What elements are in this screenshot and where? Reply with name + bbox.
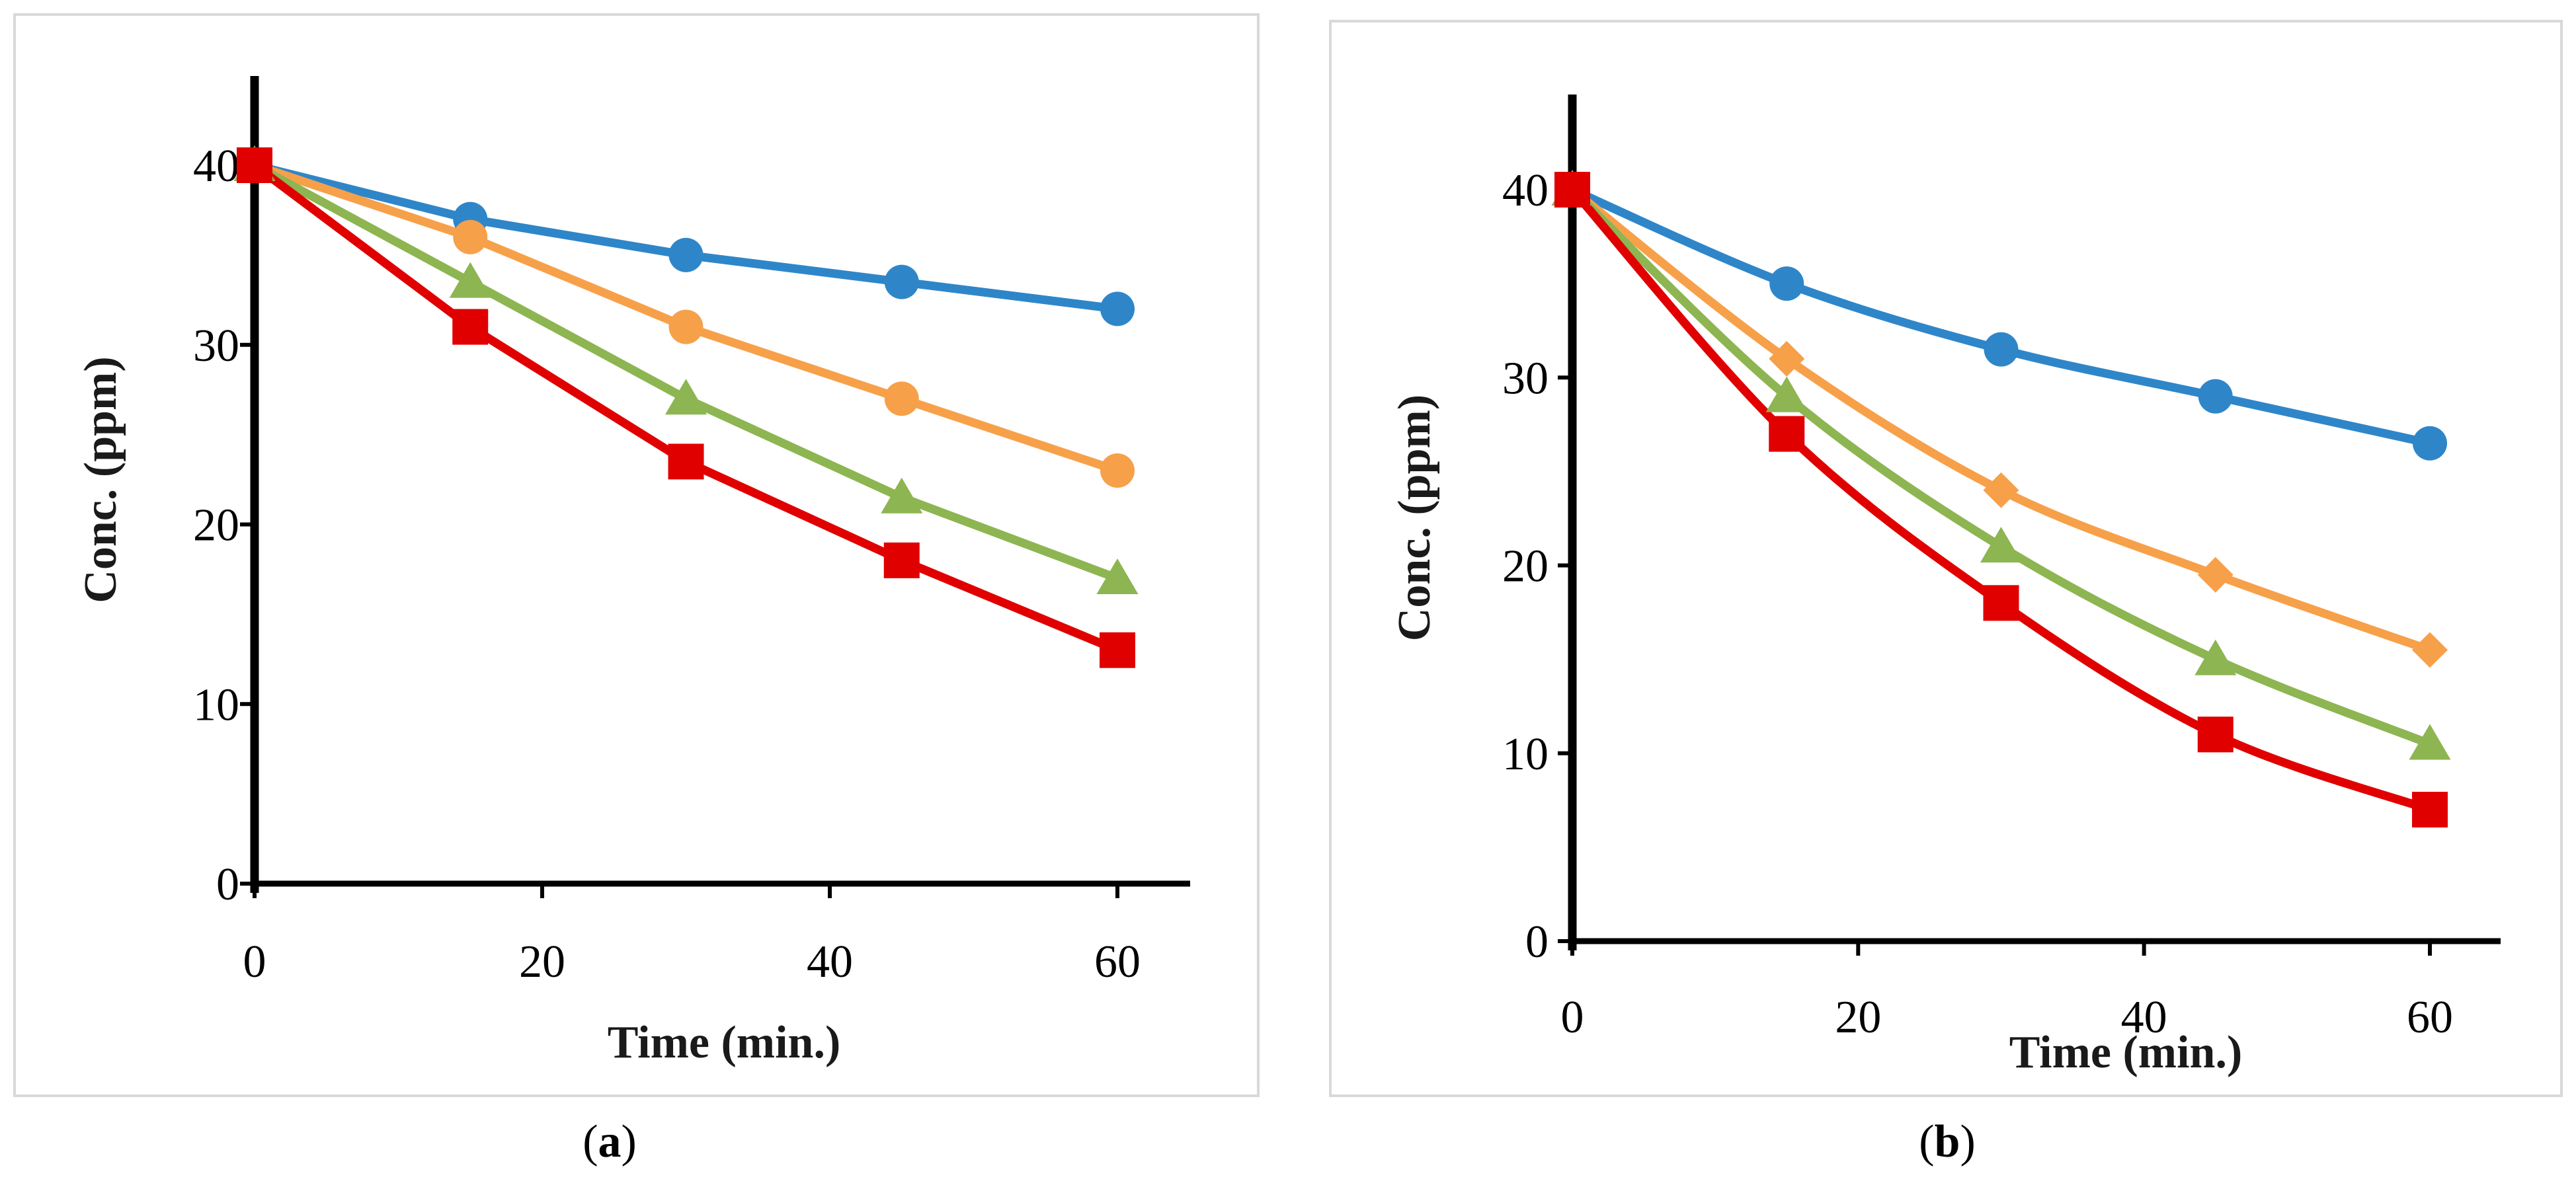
panel-b-series-line-3: [1568, 185, 2435, 749]
panel-a-x-tick-label: 60: [1094, 937, 1141, 987]
panel-a-x-axis-title: Time (min.): [608, 1017, 841, 1068]
panel-a-y-tick-label: 30: [193, 321, 239, 371]
panel-b-y-tick-label: 40: [1502, 165, 1549, 216]
panel-b-frame: [1329, 20, 2563, 1097]
panel-b-x-axis-title: Time (min.): [2009, 1027, 2243, 1078]
panel-a-series-4-point: [668, 443, 704, 480]
panel-b-y-tick-label: 0: [1525, 917, 1549, 968]
panel-b-series-4-point: [1769, 416, 1805, 452]
panel-b-series-1-point: [1769, 266, 1804, 301]
panel-a-series-1-point: [884, 264, 919, 299]
panel-b-y-axis-title: Conc. (ppm): [1389, 395, 1440, 641]
panel-b-series-2-point: [2197, 556, 2234, 593]
panel-b-x-tick-label: 40: [2121, 992, 2167, 1043]
panel-a-x-tick-label: 40: [807, 937, 853, 987]
panel-a-series-3-point: [1096, 558, 1139, 595]
panel-b-series-2-point: [2412, 632, 2448, 668]
panel-a-series-3-point: [449, 262, 491, 298]
panel-a-series-3-point: [881, 477, 923, 514]
panel-b-series-4-point: [1554, 172, 1590, 208]
panel-a-series-2-point: [884, 381, 919, 416]
panel-b-y-tick-label: 20: [1502, 541, 1549, 592]
panel-b-series-3-point: [2409, 724, 2451, 760]
panel-b-series-1-point: [2413, 426, 2447, 461]
panel-a-series-4-point: [452, 309, 489, 345]
panel-b-series-line-2: [1568, 185, 2435, 654]
caption-b: (b): [1919, 1116, 1976, 1167]
panel-a-x-tick-label: 0: [243, 937, 266, 987]
panel-a-series-1-point: [668, 237, 704, 272]
panel-b-series-3-point: [2194, 639, 2237, 675]
panel-a-y-tick-label: 20: [193, 500, 239, 551]
panel-a-series-4-point: [1100, 632, 1135, 668]
panel-b-x-tick-label: 0: [1561, 992, 1584, 1043]
panel-b-y-tick-label: 30: [1502, 353, 1549, 404]
panel-b-series-1-point: [2198, 379, 2233, 414]
panel-b-series-3-point: [1980, 527, 2022, 563]
panel-a-y-tick-label: 10: [193, 679, 239, 730]
panel-a-series-2-point: [453, 219, 488, 254]
panel-a-series-4-point: [883, 542, 920, 578]
panel-a-y-tick-label: 40: [193, 141, 239, 192]
panel-a-y-tick-label: 0: [216, 859, 239, 910]
panel-a-series-line-3: [250, 161, 1122, 583]
caption-a: (a): [583, 1116, 637, 1167]
panel-b-x-tick-label: 60: [2407, 992, 2453, 1043]
panel-b-y-tick-label: 10: [1502, 729, 1549, 780]
panel-b-x-tick-label: 20: [1835, 992, 1881, 1043]
panel-a-series-4-point: [237, 147, 272, 183]
panel-b-series-4-point: [1983, 585, 2019, 621]
panel-b-series-2-point: [1983, 472, 2019, 508]
panel-b-series-4-point: [2412, 792, 2448, 828]
panel-b-series-3-point: [1765, 376, 1808, 412]
panel-a-x-tick-label: 20: [519, 937, 565, 987]
panel-b-series-1-point: [1984, 332, 2019, 367]
panel-a-series-2-point: [668, 309, 704, 344]
panel-a-series-1-point: [1100, 291, 1135, 326]
panel-a-series-2-point: [1100, 453, 1135, 488]
panel-b-series-2-point: [1769, 340, 1805, 377]
panel-a-series-3-point: [665, 379, 707, 415]
panel-a-y-axis-title: Conc. (ppm): [75, 356, 126, 603]
panel-b-series-4-point: [2197, 716, 2234, 753]
